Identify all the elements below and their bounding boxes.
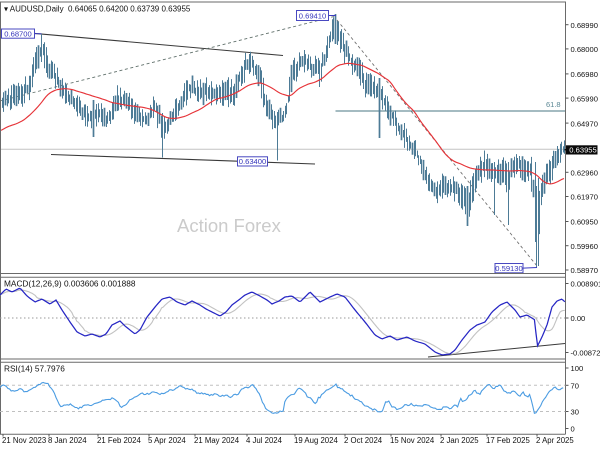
svg-text:0.68700: 0.68700: [4, 29, 31, 38]
svg-text:4 Jul 2024: 4 Jul 2024: [246, 436, 283, 445]
svg-text:0.63400: 0.63400: [239, 157, 266, 166]
svg-text:5 Apr 2024: 5 Apr 2024: [148, 436, 186, 445]
svg-text:0.59960: 0.59960: [571, 242, 598, 251]
svg-text:2 Oct 2024: 2 Oct 2024: [344, 436, 383, 445]
svg-text:0.66980: 0.66980: [571, 70, 598, 79]
svg-text:0.69410: 0.69410: [299, 12, 326, 21]
svg-text:21 Feb 2024: 21 Feb 2024: [97, 436, 141, 445]
svg-text:0: 0: [571, 425, 575, 434]
svg-text:2 Apr 2025: 2 Apr 2025: [536, 436, 574, 445]
svg-text:17 Feb 2025: 17 Feb 2025: [486, 436, 530, 445]
svg-text:0.68000: 0.68000: [571, 45, 598, 54]
svg-text:61.8: 61.8: [546, 100, 561, 109]
svg-text:-0.008729: -0.008729: [571, 349, 600, 358]
svg-text:0.60950: 0.60950: [571, 218, 598, 227]
svg-text:100: 100: [571, 364, 584, 373]
svg-text:0.68990: 0.68990: [571, 21, 598, 30]
svg-text:15 Nov 2024: 15 Nov 2024: [390, 436, 435, 445]
svg-text:0.008901: 0.008901: [571, 280, 600, 289]
svg-text:MACD(12,26,9) 0.003606 0.00188: MACD(12,26,9) 0.003606 0.001888: [4, 279, 136, 289]
svg-text:0.00: 0.00: [571, 314, 586, 323]
svg-text:70: 70: [571, 382, 579, 391]
svg-text:0.62960: 0.62960: [571, 169, 598, 178]
svg-text:19 Aug 2024: 19 Aug 2024: [294, 436, 338, 445]
svg-text:0.58970: 0.58970: [571, 266, 598, 275]
svg-text:21 May 2024: 21 May 2024: [194, 436, 240, 445]
svg-text:▾ AUDUSD,Daily 0.64065 0.6420: ▾ AUDUSD,Daily 0.64065 0.64200 0.63739 0…: [4, 5, 191, 14]
svg-text:RSI(14) 57.7976: RSI(14) 57.7976: [4, 364, 65, 374]
svg-text:30: 30: [571, 408, 579, 417]
svg-text:0.59130: 0.59130: [495, 264, 522, 273]
svg-text:Action Forex: Action Forex: [177, 215, 282, 236]
svg-text:0.64970: 0.64970: [571, 119, 598, 128]
svg-text:21 Nov 2023: 21 Nov 2023: [2, 436, 46, 445]
svg-text:0.61970: 0.61970: [571, 193, 598, 202]
svg-text:0.63955: 0.63955: [569, 146, 596, 155]
svg-text:8 Jan 2024: 8 Jan 2024: [48, 436, 87, 445]
svg-text:2 Jan 2025: 2 Jan 2025: [440, 436, 479, 445]
svg-text:0.65990: 0.65990: [571, 94, 598, 103]
